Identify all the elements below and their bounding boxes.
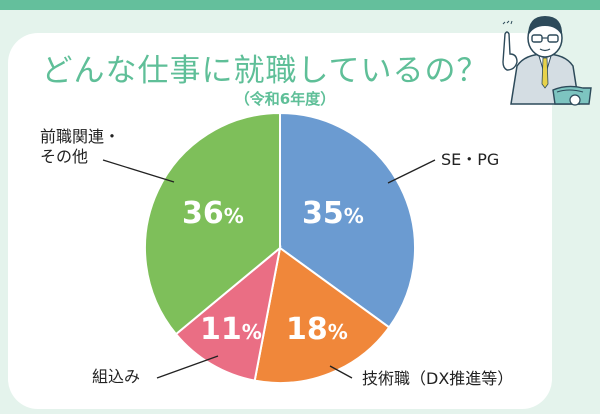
teacher-pointing-icon (502, 16, 592, 106)
slice-se-pg (279, 111, 417, 329)
top-bar (0, 0, 600, 10)
label-other: 前職関連・ その他 (40, 127, 120, 167)
label-se-pg: SE・PG (441, 150, 500, 169)
leader-other (102, 159, 175, 183)
slice-embedded (174, 245, 282, 382)
slice-other (143, 111, 281, 336)
label-other-line1: 前職関連・ (40, 127, 121, 146)
label-embedded: 組込み (92, 367, 141, 386)
leader-tech (329, 365, 353, 379)
pct-tech: 18% (286, 312, 348, 347)
label-other-line2: その他 (40, 147, 89, 166)
pct-other: 36% (182, 196, 244, 231)
chart-subtitle: （令和6年度） (234, 90, 336, 108)
slice-tech (253, 246, 391, 384)
pct-embedded: 11% (200, 312, 262, 347)
label-tech: 技術職（DX推進等） (362, 369, 514, 388)
leader-embedded (156, 355, 219, 379)
leader-se-pg (387, 159, 436, 184)
pct-se-pg: 35% (302, 196, 364, 231)
chart-title: どんな仕事に就職しているの？ (41, 53, 489, 89)
